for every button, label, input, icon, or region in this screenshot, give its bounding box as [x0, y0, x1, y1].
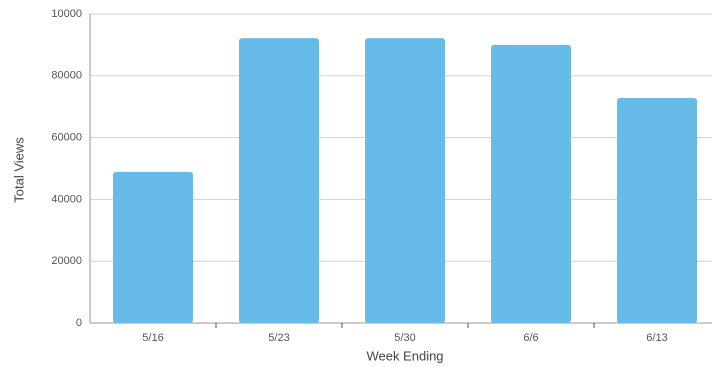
y-tick-label: 60000: [51, 132, 82, 144]
x-axis-label: Week Ending: [366, 348, 443, 363]
bar: [113, 171, 193, 323]
bar: [617, 98, 697, 323]
x-tick-label: 5/16: [142, 332, 163, 344]
y-tick-label: 0: [76, 317, 82, 329]
y-axis-label: Total Views: [11, 137, 26, 203]
x-tick-label: 6/6: [523, 332, 538, 344]
bar: [365, 38, 445, 324]
x-tick-label: 5/23: [268, 332, 289, 344]
bar: [491, 44, 571, 324]
x-tick-label: 5/30: [394, 332, 415, 344]
y-tick-label: 80000: [51, 70, 82, 82]
bar: [239, 38, 319, 324]
y-tick-label: 20000: [51, 255, 82, 267]
y-tick-label: 40000: [51, 193, 82, 205]
x-tick-label: 6/13: [646, 332, 667, 344]
y-tick-label: 10000: [51, 8, 82, 20]
